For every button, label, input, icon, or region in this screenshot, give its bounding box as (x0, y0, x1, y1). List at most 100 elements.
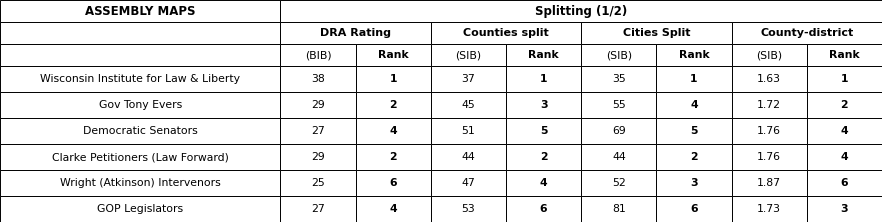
Text: 5: 5 (540, 126, 548, 136)
Bar (430, 44, 506, 66)
Bar (656, 144, 732, 170)
Bar (731, 44, 807, 66)
Bar (731, 92, 807, 118)
Text: 1: 1 (691, 74, 698, 84)
Text: 4: 4 (540, 178, 548, 188)
Text: 37: 37 (461, 74, 475, 84)
Text: Gov Tony Evers: Gov Tony Evers (99, 100, 182, 110)
Text: 3: 3 (691, 178, 698, 188)
Bar (807, 118, 882, 144)
Bar (807, 44, 882, 66)
Text: 27: 27 (311, 204, 325, 214)
Text: Splitting (1/2): Splitting (1/2) (535, 4, 627, 18)
Bar (280, 118, 355, 144)
Text: (SIB): (SIB) (606, 50, 632, 60)
Bar (355, 196, 430, 222)
Bar (355, 44, 430, 66)
Text: Rank: Rank (378, 50, 408, 60)
Bar (0, 0, 280, 22)
Bar (731, 22, 882, 44)
Text: 3: 3 (841, 204, 848, 214)
Text: 44: 44 (612, 152, 625, 162)
Text: Wright (Atkinson) Intervenors: Wright (Atkinson) Intervenors (60, 178, 220, 188)
Bar (0, 196, 280, 222)
Bar (731, 170, 807, 196)
Text: DRA Rating: DRA Rating (320, 28, 391, 38)
Text: Wisconsin Institute for Law & Liberty: Wisconsin Institute for Law & Liberty (41, 74, 240, 84)
Text: 3: 3 (540, 100, 548, 110)
Bar (656, 92, 732, 118)
Text: 52: 52 (612, 178, 625, 188)
Bar (355, 92, 430, 118)
Bar (506, 144, 581, 170)
Bar (355, 66, 430, 92)
Bar (656, 66, 732, 92)
Text: 44: 44 (461, 152, 475, 162)
Text: 27: 27 (311, 126, 325, 136)
Text: 1: 1 (841, 74, 848, 84)
Bar (581, 144, 656, 170)
Bar (656, 170, 732, 196)
Text: 29: 29 (311, 152, 325, 162)
Bar (0, 44, 280, 66)
Text: GOP Legislators: GOP Legislators (97, 204, 183, 214)
Bar (506, 44, 581, 66)
Text: 4: 4 (841, 152, 848, 162)
Bar (0, 66, 280, 92)
Bar (656, 118, 732, 144)
Bar (807, 170, 882, 196)
Bar (656, 196, 732, 222)
Text: Clarke Petitioners (Law Forward): Clarke Petitioners (Law Forward) (52, 152, 228, 162)
Bar (355, 118, 430, 144)
Text: Rank: Rank (679, 50, 709, 60)
Text: 1: 1 (390, 74, 397, 84)
Bar (430, 170, 506, 196)
Bar (807, 196, 882, 222)
Text: 1.76: 1.76 (758, 152, 781, 162)
Text: 1.87: 1.87 (758, 178, 781, 188)
Text: 53: 53 (461, 204, 475, 214)
Text: 81: 81 (612, 204, 625, 214)
Text: 51: 51 (461, 126, 475, 136)
Text: 4: 4 (390, 204, 397, 214)
Text: 6: 6 (390, 178, 397, 188)
Bar (280, 170, 355, 196)
Bar (430, 118, 506, 144)
Bar (581, 170, 656, 196)
Text: 45: 45 (461, 100, 475, 110)
Bar (0, 118, 280, 144)
Bar (0, 92, 280, 118)
Bar (430, 144, 506, 170)
Bar (430, 22, 581, 44)
Text: (BIB): (BIB) (305, 50, 332, 60)
Text: 1.76: 1.76 (758, 126, 781, 136)
Bar (506, 66, 581, 92)
Text: 6: 6 (841, 178, 848, 188)
Text: ASSEMBLY MAPS: ASSEMBLY MAPS (85, 4, 196, 18)
Text: 4: 4 (841, 126, 848, 136)
Text: 2: 2 (540, 152, 548, 162)
Bar (581, 196, 656, 222)
Bar (430, 92, 506, 118)
Bar (506, 170, 581, 196)
Text: 6: 6 (540, 204, 548, 214)
Bar (280, 66, 355, 92)
Bar (581, 44, 656, 66)
Text: County-district: County-district (760, 28, 854, 38)
Text: 2: 2 (691, 152, 698, 162)
Bar (506, 196, 581, 222)
Bar (280, 92, 355, 118)
Bar (581, 118, 656, 144)
Text: Cities Split: Cities Split (623, 28, 691, 38)
Bar (430, 66, 506, 92)
Text: 4: 4 (390, 126, 397, 136)
Text: 1: 1 (540, 74, 548, 84)
Text: 47: 47 (461, 178, 475, 188)
Bar (731, 118, 807, 144)
Text: (SIB): (SIB) (756, 50, 782, 60)
Bar (355, 144, 430, 170)
Bar (731, 196, 807, 222)
Bar (280, 144, 355, 170)
Bar (280, 0, 882, 22)
Bar (280, 44, 355, 66)
